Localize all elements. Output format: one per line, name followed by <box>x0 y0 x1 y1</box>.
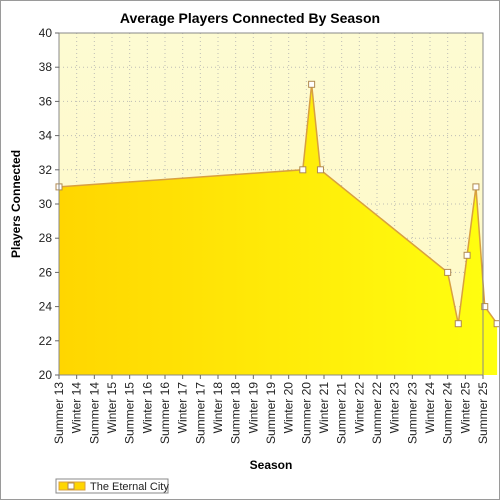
y-axis-label: Players Connected <box>9 150 23 258</box>
y-tick-label: 36 <box>39 94 53 108</box>
data-point-marker <box>463 251 471 259</box>
x-tick-label: Winter 22 <box>352 382 366 434</box>
data-point-marker <box>472 183 480 191</box>
y-axis-ticks: 20 22 24 26 28 30 32 34 36 38 40 <box>39 26 59 382</box>
x-tick-label: Summer 14 <box>87 382 101 444</box>
y-tick-label: 20 <box>39 368 53 382</box>
x-tick-label: Summer 25 <box>476 382 490 444</box>
x-tick-label: Winter 17 <box>176 382 190 434</box>
y-tick-label: 26 <box>39 265 53 279</box>
y-tick-label: 34 <box>39 129 53 143</box>
y-tick-label: 22 <box>39 334 53 348</box>
series-area <box>59 84 498 376</box>
legend-label: The Eternal City <box>90 481 169 493</box>
x-tick-label: Winter 21 <box>317 382 331 434</box>
x-axis-label: Season <box>250 458 293 472</box>
series-line <box>58 84 498 325</box>
data-point-marker <box>493 320 499 328</box>
x-tick-label: Summer 21 <box>335 382 349 444</box>
data-point-marker <box>481 303 489 311</box>
x-tick-label: Summer 24 <box>441 382 455 444</box>
data-point-marker <box>316 166 324 174</box>
x-tick-label: Summer 23 <box>405 382 419 444</box>
x-tick-label: Summer 16 <box>158 382 172 444</box>
data-point-marker <box>299 166 307 174</box>
x-tick-label: Winter 23 <box>388 382 402 434</box>
x-tick-label: Summer 15 <box>123 382 137 444</box>
x-tick-label: Winter 15 <box>105 382 119 434</box>
x-tick-label: Summer 22 <box>370 382 384 444</box>
x-tick-label: Winter 16 <box>140 382 154 434</box>
chart-title: Average Players Connected By Season <box>120 10 380 26</box>
x-tick-label: Winter 25 <box>458 382 472 434</box>
x-tick-label: Winter 18 <box>211 382 225 434</box>
data-point-marker <box>444 268 452 276</box>
y-tick-label: 28 <box>39 231 53 245</box>
x-tick-label: Winter 19 <box>246 382 260 434</box>
x-tick-label: Summer 19 <box>264 382 278 444</box>
x-tick-label: Summer 17 <box>193 382 207 444</box>
y-tick-label: 40 <box>39 26 53 40</box>
y-tick-label: 30 <box>39 197 53 211</box>
data-point-marker <box>308 80 316 88</box>
y-tick-label: 38 <box>39 60 53 74</box>
x-tick-label: Summer 20 <box>299 382 313 444</box>
x-tick-label: Winter 20 <box>282 382 296 434</box>
legend-marker <box>67 482 75 490</box>
x-axis-ticks: Summer 13 Winter 14 Summer 14 Winter 15 Summ… <box>52 375 490 444</box>
x-tick-label: Winter 14 <box>70 382 84 434</box>
x-tick-label: Winter 24 <box>423 382 437 434</box>
y-tick-label: 24 <box>39 300 53 314</box>
data-point-marker <box>454 320 462 328</box>
x-tick-label: Summer 18 <box>229 382 243 444</box>
x-tick-label: Summer 13 <box>52 382 66 444</box>
legend: The Eternal City <box>55 478 169 494</box>
y-tick-label: 32 <box>39 163 53 177</box>
